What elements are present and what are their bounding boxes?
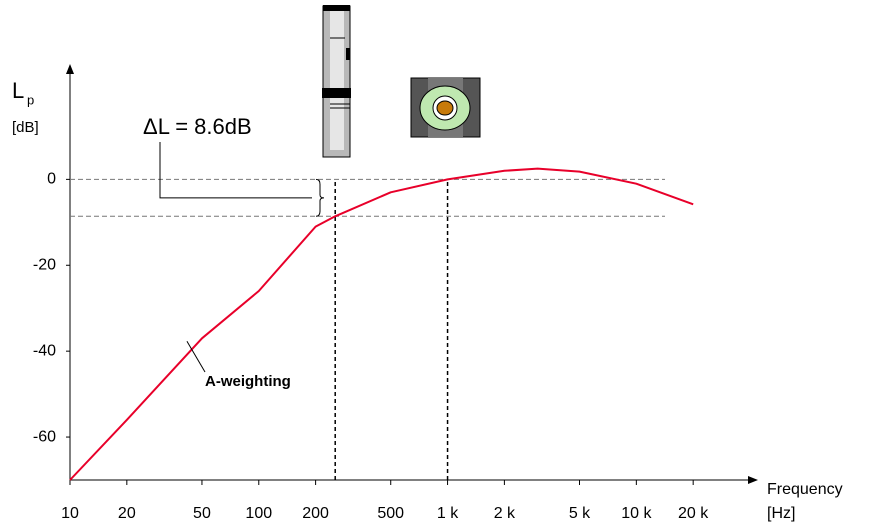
x-label: Frequency (767, 481, 843, 498)
x-tick-label: 50 (193, 505, 211, 522)
x-tick-label: 20 k (678, 505, 709, 522)
series-label: A-weighting (205, 373, 291, 390)
x-tick-label: 5 k (569, 505, 591, 522)
y-label-sub: p (27, 92, 34, 107)
y-tick-label: -60 (33, 428, 56, 445)
x-tick-label: 10 (61, 505, 79, 522)
brace (315, 178, 325, 217)
annotation-connector (159, 142, 312, 199)
y-tick-label: 0 (47, 171, 56, 188)
x-unit: [Hz] (767, 505, 795, 522)
x-tick-label: 10 k (621, 505, 652, 522)
legend-pointer (186, 341, 206, 373)
y-tick-label: -20 (33, 256, 56, 273)
x-tick-label: 1 k (437, 505, 459, 522)
x-axis-arrow (748, 476, 758, 484)
series-line (69, 167, 694, 481)
x-tick-label: 100 (245, 505, 272, 522)
x-tick-label: 500 (377, 505, 404, 522)
y-tick-label: -40 (33, 342, 56, 359)
x-tick-label: 200 (302, 505, 329, 522)
microphone-icon (322, 5, 351, 158)
y-unit: [dB] (12, 119, 39, 136)
y-axis-arrow (66, 64, 74, 74)
x-tick-label: 20 (118, 505, 136, 522)
sensor-icon (410, 77, 481, 138)
y-label: L (12, 78, 24, 103)
annotation: ΔL = 8.6dB (143, 114, 252, 139)
x-tick-label: 2 k (494, 505, 516, 522)
